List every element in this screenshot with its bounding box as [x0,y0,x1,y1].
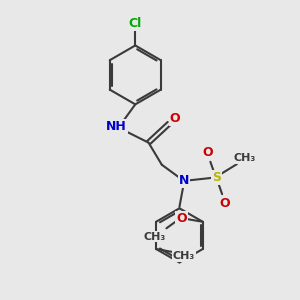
Text: O: O [176,212,187,225]
Text: O: O [170,112,180,125]
Text: CH₃: CH₃ [172,251,195,261]
Text: CH₃: CH₃ [234,153,256,163]
Text: Cl: Cl [129,17,142,30]
Text: N: N [179,174,189,188]
Text: S: S [212,172,221,184]
Text: NH: NH [106,120,127,133]
Text: O: O [202,146,213,159]
Text: CH₃: CH₃ [143,232,166,242]
Text: O: O [220,197,230,210]
